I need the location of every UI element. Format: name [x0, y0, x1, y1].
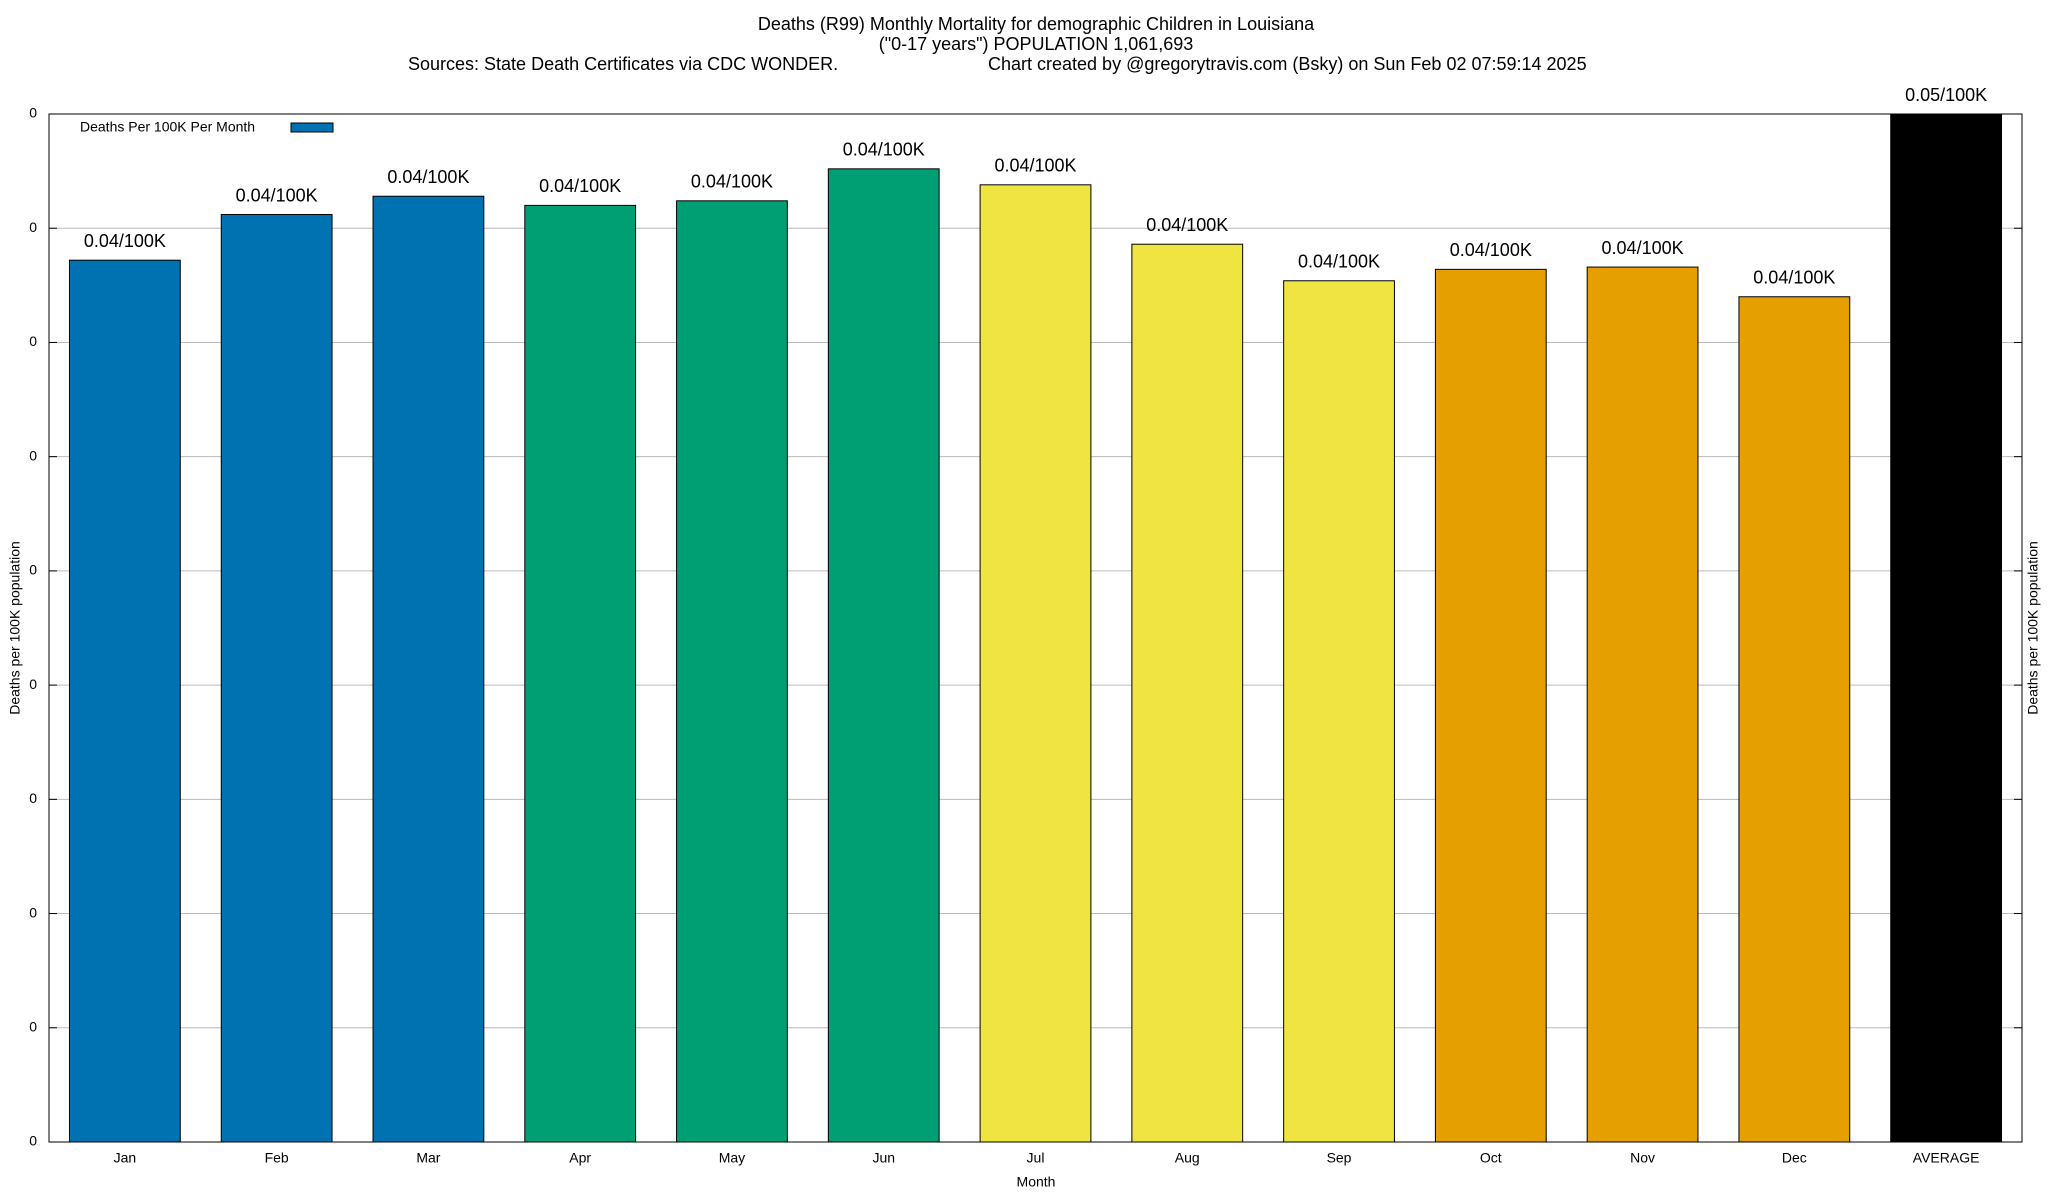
value-label: 0.05/100K [1905, 85, 1987, 105]
x-tick-label: Jul [1027, 1150, 1045, 1166]
x-tick-label: Nov [1630, 1150, 1655, 1166]
credit-note: Chart created by @gregorytravis.com (Bsk… [988, 54, 1587, 74]
legend-label: Deaths Per 100K Per Month [80, 119, 255, 135]
y-tick-label: 0 [29, 447, 37, 463]
y-tick-label: 0 [29, 562, 37, 578]
x-tick-label: Jun [872, 1150, 895, 1166]
value-label: 0.04/100K [1146, 215, 1228, 235]
y2-axis-label: Deaths per 100K population [2025, 541, 2041, 715]
x-axis-label: Month [1017, 1174, 1056, 1190]
bar [1586, 266, 1699, 1143]
y-tick-label: 0 [29, 790, 37, 806]
bar [676, 200, 788, 1143]
source-note: Sources: State Death Certificates via CD… [408, 54, 838, 74]
bar [372, 195, 485, 1143]
value-label: 0.04/100K [1602, 238, 1684, 258]
y-tick-label: 0 [29, 333, 37, 349]
bar [220, 214, 333, 1143]
x-tick-label: Apr [569, 1150, 591, 1166]
x-tick-label: Dec [1782, 1150, 1807, 1166]
value-label: 0.04/100K [994, 156, 1076, 176]
bar [1890, 113, 2003, 1143]
y-tick-label: 0 [29, 105, 37, 121]
bar [1131, 243, 1244, 1143]
x-tick-label: May [719, 1150, 745, 1166]
bar [68, 259, 181, 1143]
bar [1434, 268, 1547, 1143]
value-label: 0.04/100K [1753, 268, 1835, 288]
x-tick-label: Sep [1327, 1150, 1352, 1166]
x-tick-label: AVERAGE [1913, 1150, 1980, 1166]
y-axis-label: Deaths per 100K population [7, 541, 23, 715]
value-label: 0.04/100K [1450, 240, 1532, 260]
bar [524, 204, 637, 1143]
chart-title: Deaths (R99) Monthly Mortality for demog… [758, 14, 1315, 34]
x-tick-label: Feb [265, 1150, 289, 1166]
x-tick-label: Aug [1175, 1150, 1200, 1166]
bar [827, 168, 940, 1143]
value-label: 0.04/100K [84, 231, 166, 251]
y-tick-label: 0 [29, 219, 37, 235]
value-label: 0.04/100K [539, 176, 621, 196]
y-tick-label: 0 [29, 676, 37, 692]
value-label: 0.04/100K [843, 140, 925, 160]
bar [1283, 280, 1395, 1143]
x-tick-label: Mar [416, 1150, 440, 1166]
value-label: 0.04/100K [691, 172, 773, 192]
y-tick-label: 0 [29, 1018, 37, 1034]
bar [1738, 296, 1851, 1143]
value-label: 0.04/100K [1298, 252, 1380, 272]
y-tick-label: 0 [29, 1133, 37, 1149]
chart-subtitle: ("0-17 years") POPULATION 1,061,693 [879, 34, 1194, 54]
x-tick-label: Oct [1480, 1150, 1502, 1166]
legend-swatch [290, 122, 334, 133]
x-tick-label: Jan [114, 1150, 137, 1166]
value-label: 0.04/100K [236, 185, 318, 205]
value-label: 0.04/100K [387, 167, 469, 187]
bar [979, 184, 1092, 1143]
y-tick-label: 0 [29, 904, 37, 920]
